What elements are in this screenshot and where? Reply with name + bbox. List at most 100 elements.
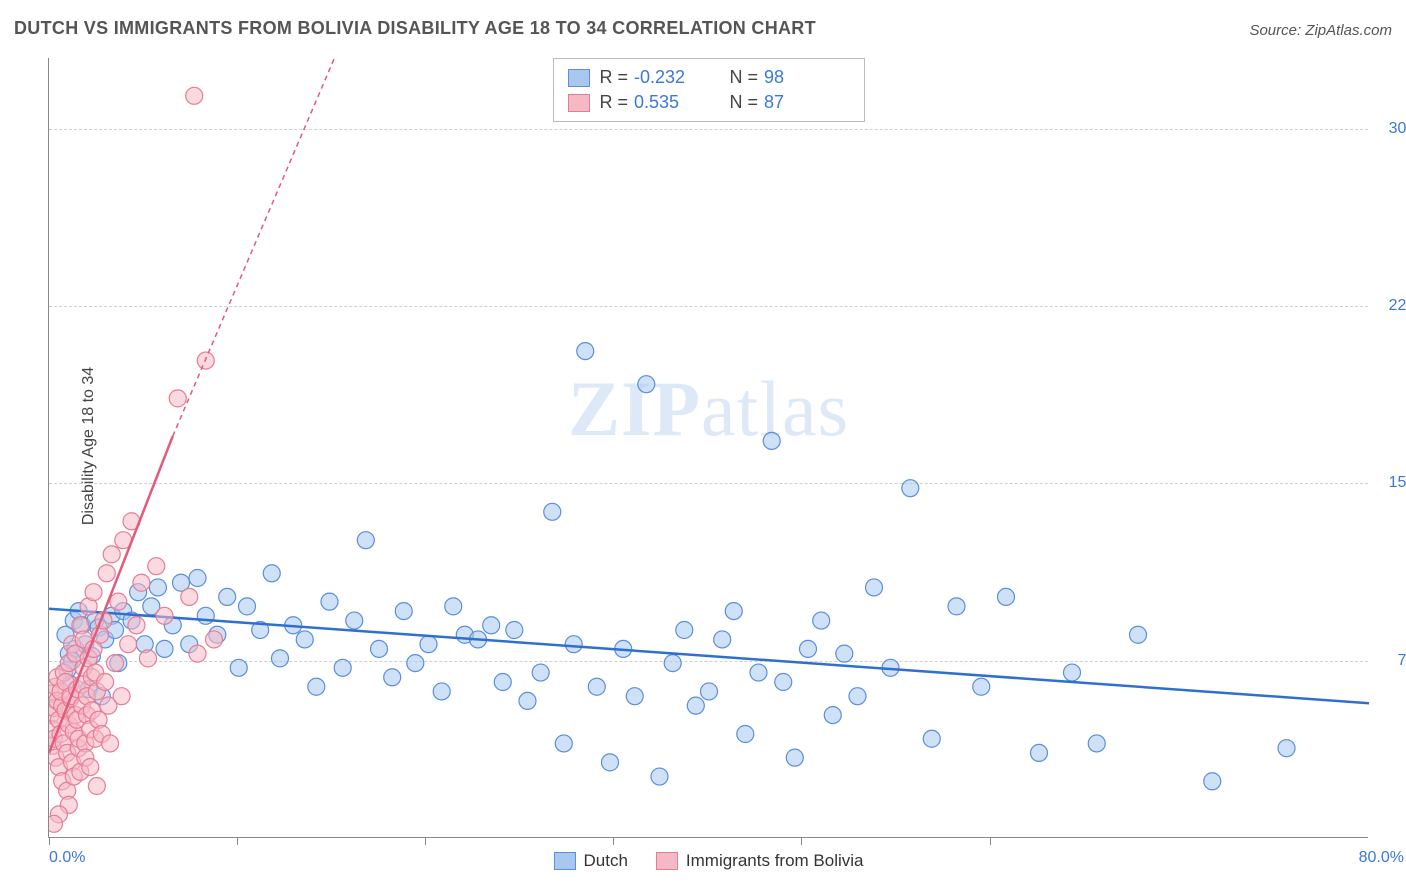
data-point: [676, 622, 693, 639]
data-point: [181, 588, 198, 605]
stats-legend-row: R =0.535N =87: [568, 90, 850, 115]
data-point: [555, 735, 572, 752]
data-point: [687, 697, 704, 714]
data-point: [763, 432, 780, 449]
legend-swatch: [553, 852, 575, 870]
data-point: [272, 650, 289, 667]
data-point: [948, 598, 965, 615]
data-point: [148, 558, 165, 575]
data-point: [786, 749, 803, 766]
n-value: 87: [764, 92, 784, 113]
data-point: [602, 754, 619, 771]
data-point: [433, 683, 450, 700]
data-point: [357, 532, 374, 549]
data-point: [82, 759, 99, 776]
legend-swatch: [656, 852, 678, 870]
legend-label: Immigrants from Bolivia: [686, 851, 864, 871]
data-point: [1088, 735, 1105, 752]
data-point: [169, 390, 186, 407]
data-point: [156, 640, 173, 657]
data-point: [239, 598, 256, 615]
data-point: [407, 655, 424, 672]
data-point: [923, 730, 940, 747]
data-point: [998, 588, 1015, 605]
data-point: [565, 636, 582, 653]
data-point: [588, 678, 605, 695]
legend-label: Dutch: [583, 851, 627, 871]
data-point: [664, 655, 681, 672]
data-point: [206, 631, 223, 648]
xtick-mark: [425, 837, 426, 845]
xtick-mark: [801, 837, 802, 845]
data-point: [1064, 664, 1081, 681]
stats-legend-row: R =-0.232N =98: [568, 65, 850, 90]
data-point: [849, 688, 866, 705]
x-axis-min-label: 0.0%: [49, 849, 85, 867]
data-point: [519, 692, 536, 709]
legend-item: Dutch: [553, 851, 627, 871]
data-point: [371, 640, 388, 657]
n-value: 98: [764, 67, 784, 88]
data-point: [156, 607, 173, 624]
data-point: [1031, 744, 1048, 761]
data-point: [98, 565, 115, 582]
xtick-mark: [613, 837, 614, 845]
series-legend: Dutch Immigrants from Bolivia: [553, 851, 863, 871]
data-point: [638, 376, 655, 393]
source-credit: Source: ZipAtlas.com: [1249, 22, 1392, 39]
ytick-label: 22.5%: [1389, 297, 1406, 315]
x-axis-max-label: 80.0%: [1359, 849, 1404, 867]
data-point: [102, 735, 119, 752]
data-point: [737, 726, 754, 743]
data-point: [506, 622, 523, 639]
data-point: [128, 617, 145, 634]
data-point: [775, 674, 792, 691]
data-point: [1130, 626, 1147, 643]
ytick-label: 15.0%: [1389, 474, 1406, 492]
data-point: [113, 688, 130, 705]
legend-swatch: [568, 94, 590, 112]
data-point: [189, 645, 206, 662]
data-point: [824, 707, 841, 724]
data-point: [149, 579, 166, 596]
data-point: [110, 593, 127, 610]
data-point: [97, 674, 114, 691]
ytick-label: 30.0%: [1389, 120, 1406, 138]
data-point: [1204, 773, 1221, 790]
xtick-mark: [237, 837, 238, 845]
data-point: [120, 636, 137, 653]
r-value: -0.232: [634, 67, 685, 88]
data-point: [107, 655, 124, 672]
data-point: [85, 584, 102, 601]
data-point: [334, 659, 351, 676]
legend-item: Immigrants from Bolivia: [656, 851, 864, 871]
data-point: [230, 659, 247, 676]
data-point: [544, 503, 561, 520]
data-point: [483, 617, 500, 634]
xtick-mark: [990, 837, 991, 845]
data-point: [494, 674, 511, 691]
data-point: [197, 607, 214, 624]
data-point: [714, 631, 731, 648]
stats-legend: R =-0.232N =98R =0.535N =87: [553, 58, 865, 122]
data-point: [750, 664, 767, 681]
data-point: [836, 645, 853, 662]
ytick-label: 7.5%: [1398, 652, 1406, 670]
data-point: [866, 579, 883, 596]
data-point: [902, 480, 919, 497]
data-point: [395, 603, 412, 620]
xtick-mark: [49, 837, 50, 845]
regression-line-extended: [173, 58, 335, 436]
plot-area: ZIPatlas 7.5%15.0%22.5%30.0% R =-0.232N …: [48, 58, 1368, 838]
data-point: [701, 683, 718, 700]
data-point: [346, 612, 363, 629]
data-point: [140, 650, 157, 667]
data-point: [973, 678, 990, 695]
data-point: [651, 768, 668, 785]
data-point: [321, 593, 338, 610]
data-point: [384, 669, 401, 686]
chart-title: DUTCH VS IMMIGRANTS FROM BOLIVIA DISABIL…: [14, 18, 816, 39]
data-point: [263, 565, 280, 582]
data-point: [577, 343, 594, 360]
data-point: [420, 636, 437, 653]
